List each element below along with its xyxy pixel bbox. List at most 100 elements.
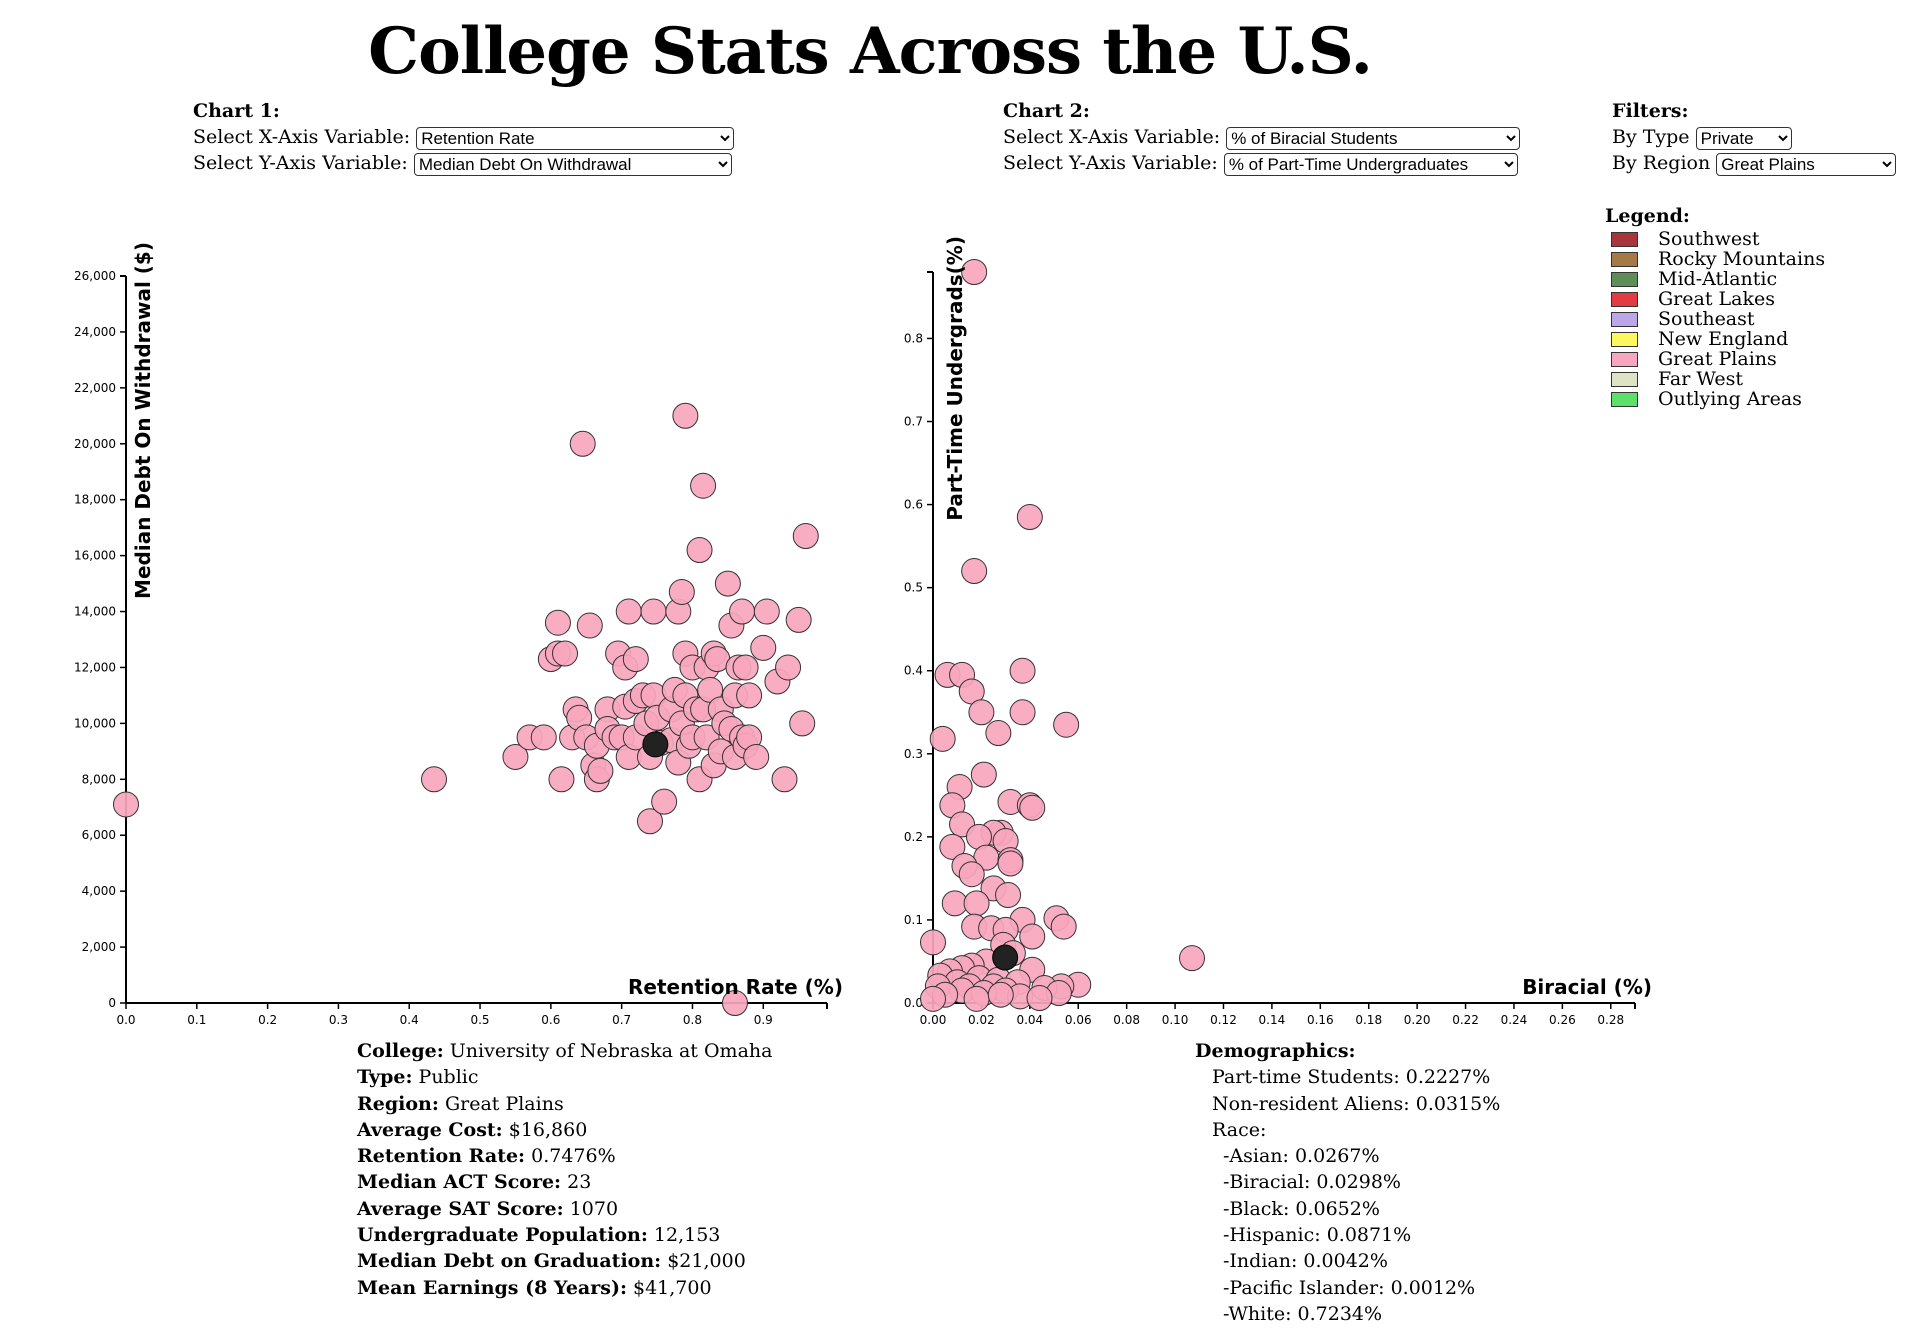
data-point — [1050, 913, 1077, 940]
legend-item: Outlying Areas — [1605, 389, 1825, 409]
filter-type-select[interactable]: Private — [1695, 126, 1792, 150]
x-tick-label: 0.5 — [470, 1013, 489, 1027]
data-point — [421, 766, 448, 793]
data-point — [548, 766, 575, 793]
chart2-y-select[interactable]: % of Part-Time Undergraduates — [1223, 152, 1518, 176]
data-point — [651, 788, 678, 815]
y-tick-label: 0.8 — [904, 331, 923, 345]
y-tick-label: 10,000 — [74, 716, 116, 730]
data-point — [576, 612, 603, 639]
info-region-label: Region: — [357, 1092, 439, 1115]
legend-label: Rocky Mountains — [1658, 248, 1826, 270]
filter-region-select[interactable]: Great Plains — [1716, 152, 1897, 176]
data-point — [686, 537, 713, 564]
demo-black: -Black: 0.0652% — [1223, 1197, 1380, 1220]
data-point — [113, 791, 139, 818]
info-cost-label: Average Cost: — [357, 1118, 503, 1141]
legend-label: Mid-Atlantic — [1658, 268, 1778, 290]
data-point — [552, 640, 579, 667]
data-point — [1009, 657, 1036, 684]
info-cost: Average Cost: $16,860 — [357, 1117, 772, 1143]
legend-item: Great Plains — [1605, 349, 1825, 369]
info-retention: Retention Rate: 0.7476% — [357, 1143, 772, 1169]
x-tick-label: 0.8 — [683, 1013, 702, 1027]
demo-hispanic: -Hispanic: 0.0871% — [1223, 1224, 1412, 1247]
demo-white: -White: 0.7234% — [1223, 1302, 1383, 1325]
x-tick-label: 0.12 — [1210, 1013, 1237, 1027]
data-point — [750, 634, 777, 661]
info-college: College: University of Nebraska at Omaha — [357, 1038, 772, 1064]
info-college-value: University of Nebraska at Omaha — [449, 1040, 773, 1062]
data-point — [995, 882, 1022, 909]
x-tick-label: 0.4 — [400, 1013, 419, 1027]
demo-part-time: Part-time Students: 0.2227% — [1212, 1066, 1491, 1089]
x-tick-label: 0.9 — [754, 1013, 773, 1027]
y-axis-label: Part-Time Undergrads(%) — [943, 236, 967, 521]
data-point — [690, 472, 717, 499]
x-tick-label: 0.22 — [1452, 1013, 1479, 1027]
y-axis-label: Median Debt On Withdrawal ($) — [131, 242, 155, 599]
info-retention-label: Retention Rate: — [357, 1145, 526, 1168]
data-point — [1026, 985, 1053, 1012]
data-point — [929, 725, 956, 752]
legend: Legend: Southwest Rocky Mountains Mid-Atla… — [1605, 205, 1825, 409]
legend-label: New England — [1658, 328, 1789, 350]
legend-label: Great Plains — [1658, 348, 1777, 370]
info-debt-label: Median Debt on Graduation: — [357, 1250, 662, 1273]
x-tick-label: 0.24 — [1501, 1013, 1528, 1027]
y-tick-label: 26,000 — [74, 269, 116, 283]
info-earnings: Mean Earnings (8 Years): $41,700 — [357, 1275, 772, 1301]
legend-swatch — [1611, 271, 1638, 287]
chart1-x-select-label: Select X-Axis Variable: — [193, 126, 411, 148]
legend-swatch — [1611, 371, 1638, 387]
data-point — [622, 646, 649, 673]
x-tick-label: 0.18 — [1355, 1013, 1382, 1027]
x-tick-label: 0.16 — [1307, 1013, 1334, 1027]
y-tick-label: 0.6 — [904, 498, 923, 512]
demo-indian: -Indian: 0.0042% — [1223, 1250, 1388, 1273]
chart1-heading: Chart 1: — [193, 100, 280, 122]
data-point — [939, 833, 966, 860]
data-point — [920, 929, 946, 956]
legend-heading: Legend: — [1605, 205, 1690, 227]
y-tick-label: 12,000 — [74, 660, 116, 674]
legend-item: Southwest — [1605, 229, 1825, 249]
demo-biracial: -Biracial: 0.0298% — [1223, 1171, 1401, 1194]
chart2-controls: Chart 2: Select X-Axis Variable: % of Bi… — [1003, 98, 1521, 176]
y-tick-label: 0 — [108, 996, 116, 1010]
x-tick-label: 0.0 — [116, 1013, 135, 1027]
y-tick-label: 18,000 — [74, 493, 116, 507]
info-earnings-label: Mean Earnings (8 Years): — [357, 1276, 627, 1299]
info-earnings-value: $41,700 — [633, 1276, 712, 1299]
info-ugpop-value: 12,153 — [653, 1224, 721, 1247]
data-point — [1053, 711, 1080, 738]
info-retention-value: 0.7476% — [531, 1145, 616, 1168]
demo-asian: -Asian: 0.0267% — [1223, 1145, 1380, 1168]
info-cost-value: $16,860 — [508, 1118, 588, 1141]
data-point — [961, 259, 988, 285]
chart1-y-select-label: Select Y-Axis Variable: — [193, 152, 408, 174]
y-tick-label: 22,000 — [74, 381, 116, 395]
data-point — [502, 743, 529, 770]
data-point — [920, 985, 946, 1012]
data-point — [1009, 699, 1036, 726]
info-ugpop: Undergraduate Population: 12,153 — [357, 1222, 772, 1248]
selected-data-point — [992, 944, 1019, 971]
x-axis-label: Biracial (%) — [1522, 975, 1652, 999]
chart2-y-select-label: Select Y-Axis Variable: — [1003, 152, 1218, 174]
data-point — [636, 808, 663, 835]
info-sat: Average SAT Score: 1070 — [357, 1196, 772, 1222]
data-point — [985, 720, 1012, 747]
data-point — [941, 890, 968, 917]
chart1-x-select[interactable]: Retention Rate — [416, 126, 735, 150]
y-tick-label: 4,000 — [82, 884, 116, 898]
data-point — [968, 699, 995, 726]
data-point — [1016, 504, 1043, 531]
data-point — [785, 606, 812, 633]
data-point — [958, 861, 985, 888]
demo-pacific: -Pacific Islander: 0.0012% — [1223, 1276, 1476, 1299]
chart1-y-select[interactable]: Median Debt On Withdrawal — [413, 152, 732, 176]
filters: Filters: By Type Private By Region Great… — [1612, 98, 1897, 176]
chart2-x-select[interactable]: % of Biracial Students — [1226, 126, 1521, 150]
demo-race: Race: — [1212, 1118, 1267, 1141]
